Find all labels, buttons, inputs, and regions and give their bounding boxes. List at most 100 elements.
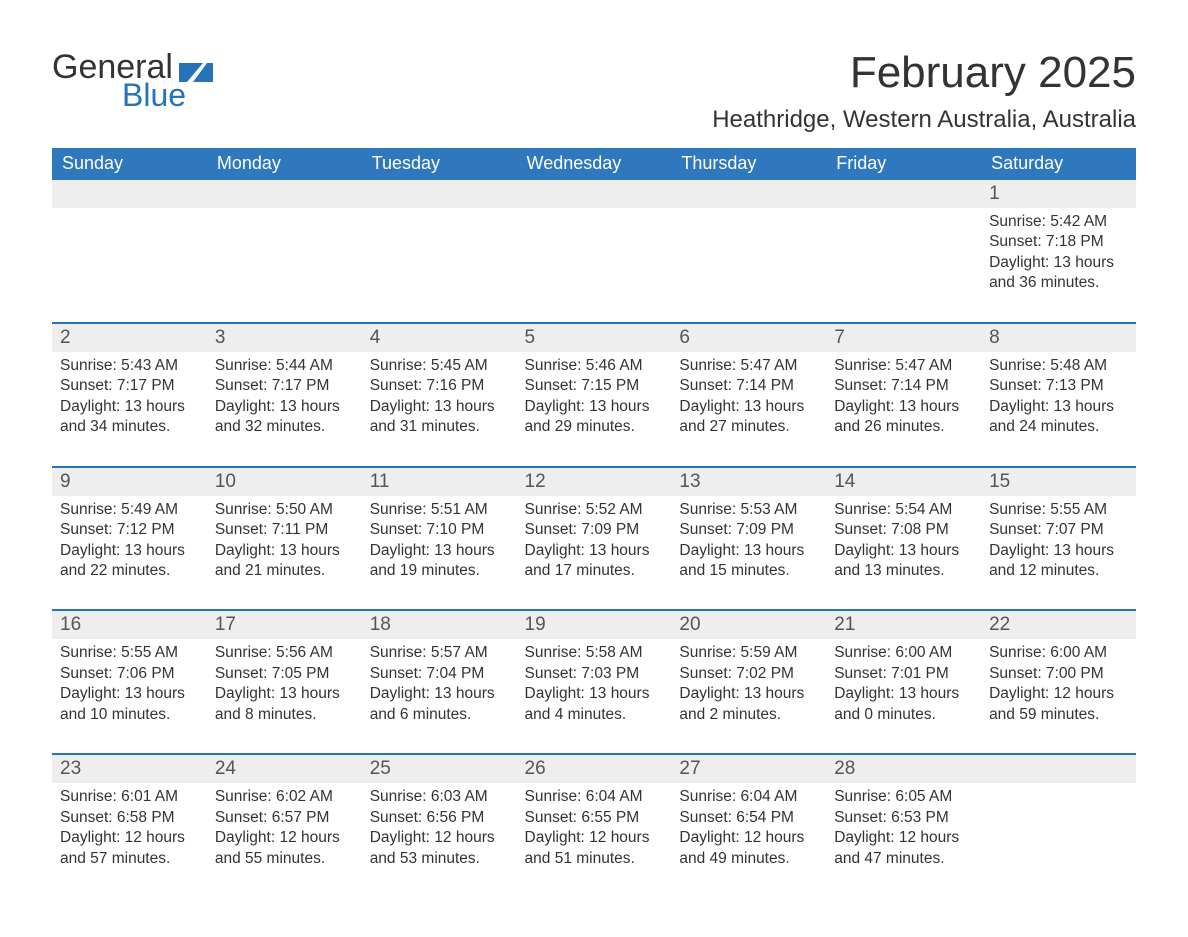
daylight-text: Daylight: 13 hours and 27 minutes. — [679, 397, 818, 438]
sunrise-text: Sunrise: 5:42 AM — [989, 212, 1128, 232]
day-number — [207, 180, 362, 208]
weekday-header: Monday — [207, 148, 362, 180]
sunrise-text: Sunrise: 5:43 AM — [60, 356, 199, 376]
day-cell: Sunrise: 5:56 AMSunset: 7:05 PMDaylight:… — [207, 639, 362, 754]
daynum-row: 16171819202122 — [52, 611, 1136, 639]
sunset-text: Sunset: 7:15 PM — [525, 376, 664, 396]
day-number: 13 — [671, 468, 826, 496]
location-subtitle: Heathridge, Western Australia, Australia — [712, 106, 1136, 134]
sunrise-text: Sunrise: 5:58 AM — [525, 643, 664, 663]
sunset-text: Sunset: 7:12 PM — [60, 520, 199, 540]
sunset-text: Sunset: 7:06 PM — [60, 664, 199, 684]
weekday-header: Wednesday — [517, 148, 672, 180]
weekday-header: Sunday — [52, 148, 207, 180]
day-number: 28 — [826, 755, 981, 783]
daylight-text: Daylight: 13 hours and 0 minutes. — [834, 684, 973, 725]
daynum-row: 232425262728 — [52, 755, 1136, 783]
daynum-row: 1 — [52, 180, 1136, 208]
day-body-row: Sunrise: 5:42 AMSunset: 7:18 PMDaylight:… — [52, 208, 1136, 323]
daynum-row: 9101112131415 — [52, 468, 1136, 496]
day-number: 21 — [826, 611, 981, 639]
day-cell — [826, 208, 981, 323]
sunrise-text: Sunrise: 6:04 AM — [679, 787, 818, 807]
sunrise-text: Sunrise: 5:51 AM — [370, 500, 509, 520]
sunrise-text: Sunrise: 5:47 AM — [834, 356, 973, 376]
sunset-text: Sunset: 7:10 PM — [370, 520, 509, 540]
day-number — [362, 180, 517, 208]
day-cell: Sunrise: 5:55 AMSunset: 7:07 PMDaylight:… — [981, 496, 1136, 611]
day-cell: Sunrise: 5:48 AMSunset: 7:13 PMDaylight:… — [981, 352, 1136, 467]
daylight-text: Daylight: 13 hours and 19 minutes. — [370, 541, 509, 582]
daylight-text: Daylight: 13 hours and 36 minutes. — [989, 253, 1128, 294]
day-number: 9 — [52, 468, 207, 496]
day-cell — [517, 208, 672, 323]
day-cell: Sunrise: 5:47 AMSunset: 7:14 PMDaylight:… — [826, 352, 981, 467]
calendar-body: 1Sunrise: 5:42 AMSunset: 7:18 PMDaylight… — [52, 180, 1136, 897]
sunset-text: Sunset: 7:04 PM — [370, 664, 509, 684]
daylight-text: Daylight: 13 hours and 10 minutes. — [60, 684, 199, 725]
day-number: 1 — [981, 180, 1136, 208]
day-number: 3 — [207, 324, 362, 352]
day-cell: Sunrise: 5:45 AMSunset: 7:16 PMDaylight:… — [362, 352, 517, 467]
sunrise-text: Sunrise: 5:55 AM — [989, 500, 1128, 520]
sunset-text: Sunset: 7:14 PM — [834, 376, 973, 396]
day-body-row: Sunrise: 5:49 AMSunset: 7:12 PMDaylight:… — [52, 496, 1136, 611]
sunset-text: Sunset: 7:16 PM — [370, 376, 509, 396]
day-cell — [52, 208, 207, 323]
sunset-text: Sunset: 6:53 PM — [834, 808, 973, 828]
sunset-text: Sunset: 7:13 PM — [989, 376, 1128, 396]
sunrise-text: Sunrise: 5:47 AM — [679, 356, 818, 376]
day-cell: Sunrise: 5:53 AMSunset: 7:09 PMDaylight:… — [671, 496, 826, 611]
daylight-text: Daylight: 13 hours and 21 minutes. — [215, 541, 354, 582]
day-cell: Sunrise: 6:03 AMSunset: 6:56 PMDaylight:… — [362, 783, 517, 897]
day-cell: Sunrise: 5:59 AMSunset: 7:02 PMDaylight:… — [671, 639, 826, 754]
daylight-text: Daylight: 12 hours and 53 minutes. — [370, 828, 509, 869]
day-number: 2 — [52, 324, 207, 352]
calendar-table: SundayMondayTuesdayWednesdayThursdayFrid… — [52, 148, 1136, 897]
day-number: 24 — [207, 755, 362, 783]
day-cell: Sunrise: 5:51 AMSunset: 7:10 PMDaylight:… — [362, 496, 517, 611]
sunset-text: Sunset: 6:54 PM — [679, 808, 818, 828]
sunrise-text: Sunrise: 6:03 AM — [370, 787, 509, 807]
day-cell — [671, 208, 826, 323]
day-cell: Sunrise: 6:04 AMSunset: 6:54 PMDaylight:… — [671, 783, 826, 897]
sunrise-text: Sunrise: 5:59 AM — [679, 643, 818, 663]
sunset-text: Sunset: 6:55 PM — [525, 808, 664, 828]
sunrise-text: Sunrise: 5:46 AM — [525, 356, 664, 376]
day-cell: Sunrise: 6:01 AMSunset: 6:58 PMDaylight:… — [52, 783, 207, 897]
daylight-text: Daylight: 13 hours and 6 minutes. — [370, 684, 509, 725]
day-cell: Sunrise: 6:02 AMSunset: 6:57 PMDaylight:… — [207, 783, 362, 897]
sunset-text: Sunset: 6:57 PM — [215, 808, 354, 828]
day-cell: Sunrise: 6:04 AMSunset: 6:55 PMDaylight:… — [517, 783, 672, 897]
day-number — [52, 180, 207, 208]
sunset-text: Sunset: 7:05 PM — [215, 664, 354, 684]
sunset-text: Sunset: 7:01 PM — [834, 664, 973, 684]
daylight-text: Daylight: 13 hours and 12 minutes. — [989, 541, 1128, 582]
daylight-text: Daylight: 13 hours and 15 minutes. — [679, 541, 818, 582]
day-number: 18 — [362, 611, 517, 639]
daylight-text: Daylight: 12 hours and 59 minutes. — [989, 684, 1128, 725]
day-number: 19 — [517, 611, 672, 639]
sunrise-text: Sunrise: 6:00 AM — [989, 643, 1128, 663]
day-number: 12 — [517, 468, 672, 496]
daylight-text: Daylight: 12 hours and 47 minutes. — [834, 828, 973, 869]
daylight-text: Daylight: 13 hours and 8 minutes. — [215, 684, 354, 725]
day-number: 6 — [671, 324, 826, 352]
sunrise-text: Sunrise: 5:52 AM — [525, 500, 664, 520]
day-number: 20 — [671, 611, 826, 639]
weekday-row: SundayMondayTuesdayWednesdayThursdayFrid… — [52, 148, 1136, 180]
sunrise-text: Sunrise: 5:50 AM — [215, 500, 354, 520]
day-number: 7 — [826, 324, 981, 352]
day-number: 10 — [207, 468, 362, 496]
day-number — [826, 180, 981, 208]
day-cell: Sunrise: 5:49 AMSunset: 7:12 PMDaylight:… — [52, 496, 207, 611]
sunset-text: Sunset: 6:56 PM — [370, 808, 509, 828]
sunrise-text: Sunrise: 5:44 AM — [215, 356, 354, 376]
sunrise-text: Sunrise: 6:05 AM — [834, 787, 973, 807]
sunset-text: Sunset: 7:11 PM — [215, 520, 354, 540]
daylight-text: Daylight: 12 hours and 49 minutes. — [679, 828, 818, 869]
day-body-row: Sunrise: 6:01 AMSunset: 6:58 PMDaylight:… — [52, 783, 1136, 897]
daylight-text: Daylight: 13 hours and 34 minutes. — [60, 397, 199, 438]
sunrise-text: Sunrise: 6:04 AM — [525, 787, 664, 807]
sunset-text: Sunset: 7:09 PM — [679, 520, 818, 540]
